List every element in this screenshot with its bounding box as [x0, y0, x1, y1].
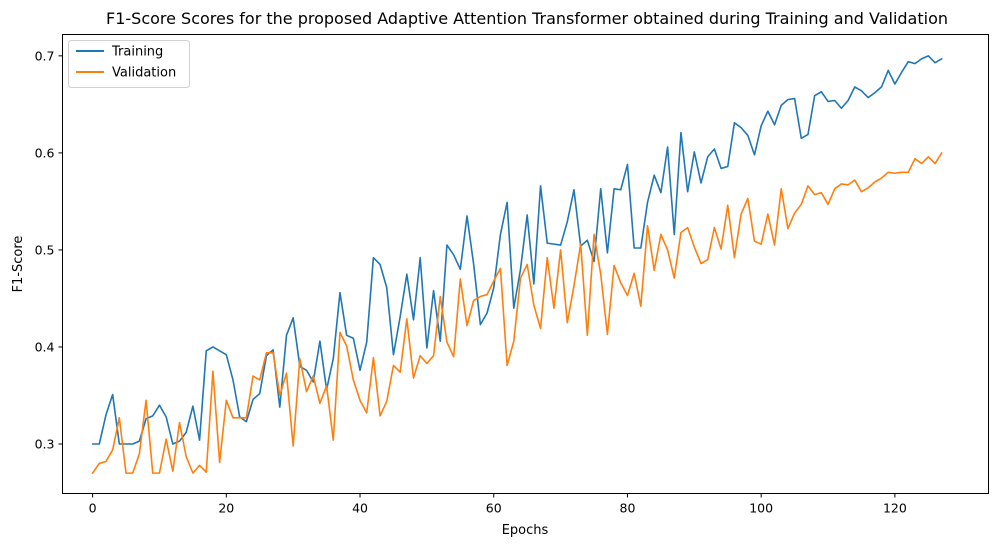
x-tick-label: 0 [89, 501, 97, 516]
series-line-validation [91, 152, 943, 474]
legend-label-validation: Validation [112, 66, 176, 81]
legend-label-training: Training [111, 45, 163, 60]
y-tick-label: 0.7 [35, 48, 55, 63]
y-axis-label: F1-Score [11, 236, 26, 293]
x-tick-label: 120 [883, 501, 907, 516]
series-line-training [91, 55, 943, 445]
legend-box [68, 40, 190, 88]
x-tick-label: 100 [749, 501, 773, 516]
x-tick-label: 40 [352, 501, 368, 516]
tick-layer: 0 20 40 60 80 100 120 0.3 0.4 0.5 0.6 0.7 [35, 48, 907, 515]
chart-title: F1-Score Scores for the proposed Adaptiv… [106, 9, 948, 28]
y-tick-label: 0.3 [35, 437, 55, 452]
y-tick-label: 0.5 [35, 242, 55, 257]
series-layer [91, 55, 943, 474]
x-tick-label: 80 [620, 501, 636, 516]
plot-frame [62, 34, 989, 494]
x-axis-label: Epochs [502, 523, 549, 538]
x-tick-label: 60 [486, 501, 502, 516]
y-tick-label: 0.4 [35, 339, 55, 354]
x-tick-label: 20 [218, 501, 234, 516]
y-tick-label: 0.6 [35, 145, 55, 160]
legend: Training Validation [68, 40, 190, 88]
